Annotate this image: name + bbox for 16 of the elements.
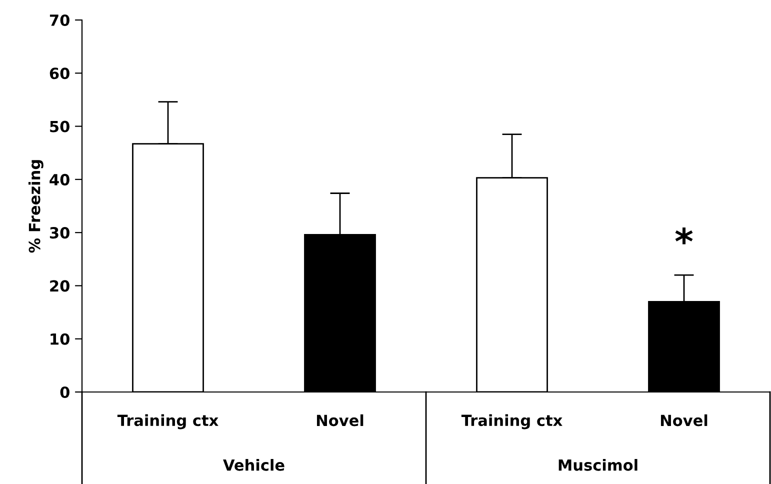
- text: Muscimol: [558, 459, 638, 471]
- y-tick-label: 70: [50, 14, 70, 26]
- y-tick-label: 40: [50, 174, 70, 186]
- y-axis-title: % Freezing: [28, 160, 44, 253]
- y-tick-label: 50: [50, 120, 70, 132]
- text: Vehicle: [223, 459, 284, 471]
- y-tick-label: 60: [50, 68, 70, 80]
- y-tick-label: 0: [60, 386, 70, 398]
- annotation: *: [675, 227, 693, 244]
- x-tick-label: Training ctx: [461, 414, 562, 430]
- y-tick-label: 10: [50, 333, 70, 345]
- y-tick-label: 20: [50, 280, 70, 292]
- x-tick-label: Novel: [316, 414, 364, 426]
- x-tick-label: Novel: [660, 414, 708, 426]
- x-tick-label: Training ctx: [117, 414, 218, 430]
- y-tick-label: 30: [50, 227, 70, 239]
